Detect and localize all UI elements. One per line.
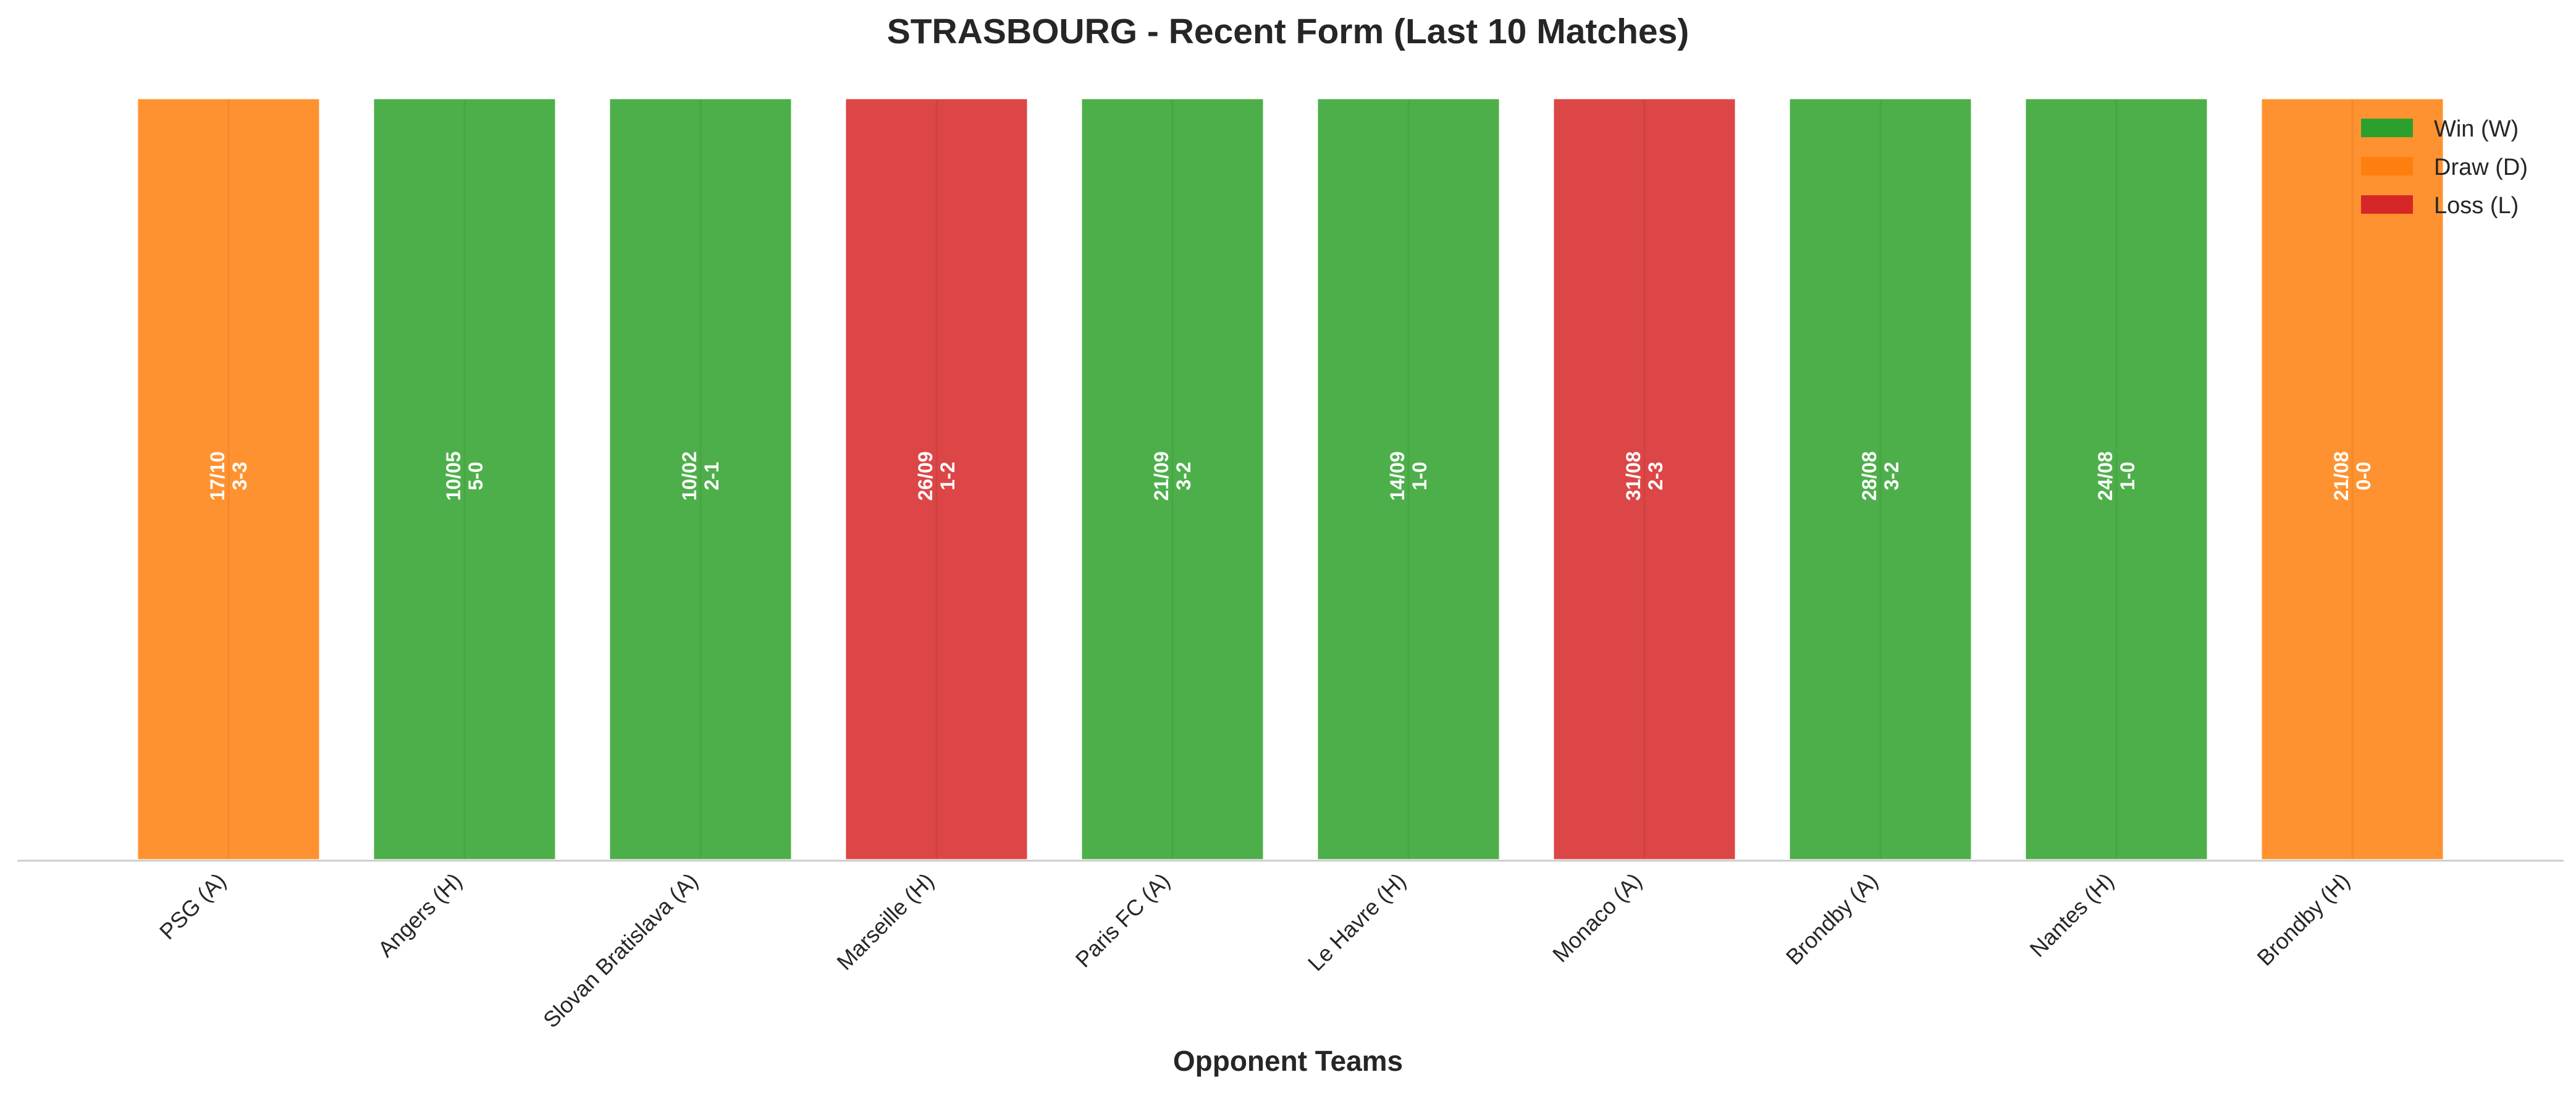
bar-10 <box>2258 96 2446 863</box>
bar-label-5: 21/093-2 <box>1150 451 1195 500</box>
legend-swatch-l <box>2361 195 2413 214</box>
bar-label-1: 17/103-3 <box>206 451 251 500</box>
bar-label-8: 28/083-2 <box>1858 451 1903 500</box>
legend-label-l: Loss (L) <box>2434 193 2519 219</box>
legend-label-w: Win (W) <box>2434 116 2519 142</box>
match-score: 1-0 <box>2116 462 2139 490</box>
x-tick-label-10: Brondby (H) <box>2252 868 2354 971</box>
x-tick-label-3: Slovan Bratislava (A) <box>538 868 703 1033</box>
x-tick-label-2: Angers (H) <box>373 868 467 962</box>
match-score: 2-3 <box>1644 462 1667 490</box>
bar-label-9: 24/081-0 <box>2094 451 2139 500</box>
match-score: 3-3 <box>229 462 251 490</box>
x-tick-label-6: Le Havre (H) <box>1303 868 1411 976</box>
legend-label-d: Draw (D) <box>2434 154 2528 180</box>
match-date: 17/10 <box>206 451 229 500</box>
legend-swatch-w <box>2361 119 2413 137</box>
x-tick-label-8: Brondby (A) <box>1781 868 1883 970</box>
match-score: 5-0 <box>465 462 487 490</box>
x-tick-label-1: PSG (A) <box>154 868 231 945</box>
match-score: 1-0 <box>1408 462 1431 490</box>
x-tick-label-7: Monaco (A) <box>1547 868 1647 968</box>
bar-4 <box>843 96 1030 863</box>
bar-3 <box>607 96 794 863</box>
bar-label-7: 31/082-3 <box>1622 451 1667 500</box>
bar-label-4: 26/091-2 <box>914 451 959 500</box>
match-date: 10/02 <box>678 451 701 500</box>
match-date: 14/09 <box>1386 451 1408 500</box>
x-tick-labels: PSG (A) Angers (H) Slovan Bratislava (A) Ma… <box>154 868 2355 1033</box>
match-date: 24/08 <box>2094 451 2116 500</box>
bar-6 <box>1315 96 1502 863</box>
match-date: 21/09 <box>1150 451 1172 500</box>
match-score: 3-2 <box>1880 462 1903 490</box>
bar-label-2: 10/055-0 <box>442 451 487 500</box>
x-tick-label-9: Nantes (H) <box>2025 868 2119 962</box>
match-date: 26/09 <box>914 451 937 500</box>
bar-1 <box>135 96 322 863</box>
x-tick-label-4: Marseille (H) <box>831 868 938 975</box>
bar-label-6: 14/091-0 <box>1386 451 1431 500</box>
match-score: 1-2 <box>937 462 959 490</box>
bar-7 <box>1551 96 1738 863</box>
legend: Win (W) Draw (D) Loss (L) <box>2361 116 2528 219</box>
bar-label-10: 21/080-0 <box>2330 451 2375 500</box>
match-date: 31/08 <box>1622 451 1644 500</box>
x-axis-label: Opponent Teams <box>1173 1045 1403 1077</box>
match-date: 28/08 <box>1858 451 1880 500</box>
x-tick-label-5: Paris FC (A) <box>1071 868 1175 973</box>
match-score: 0-0 <box>2352 462 2375 490</box>
bar-5 <box>1079 96 1266 863</box>
bar-2 <box>371 96 558 863</box>
match-score: 2-1 <box>701 462 723 490</box>
bar-label-3: 10/022-1 <box>678 451 723 500</box>
chart-title: STRASBOURG - Recent Form (Last 10 Matche… <box>887 12 1690 51</box>
match-score: 3-2 <box>1172 462 1195 490</box>
bars-group: 17/103-3 10/055-0 10/022-1 26/091-2 21/093-2… <box>135 96 2446 863</box>
match-date: 21/08 <box>2330 451 2352 500</box>
legend-swatch-d <box>2361 157 2413 175</box>
match-date: 10/05 <box>442 451 465 500</box>
